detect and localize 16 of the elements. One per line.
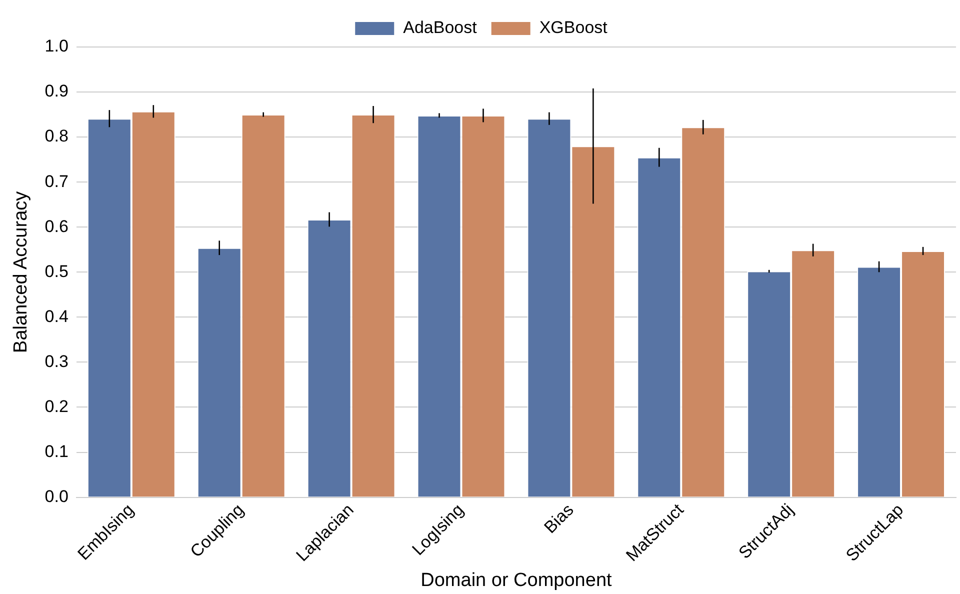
y-tick-label: 1.0 (44, 36, 68, 56)
x-axis-title: Domain or Component (420, 570, 613, 591)
y-tick-label: 0.4 (44, 306, 68, 326)
y-tick-label: 0.7 (44, 172, 68, 191)
x-tick-label: Bias (540, 500, 578, 538)
legend-label: XGBoost (539, 18, 608, 38)
y-tick-label: 0.8 (44, 126, 68, 146)
legend-label: AdaBoost (403, 18, 478, 38)
y-tick-label: 0.5 (44, 262, 68, 281)
y-tick-label: 0.6 (44, 216, 68, 236)
y-tick-label: 0.3 (44, 352, 68, 371)
y-tick-label: 0.1 (44, 442, 68, 461)
y-tick-label: 0.0 (44, 487, 68, 506)
y-tick-label: 0.2 (44, 396, 68, 416)
y-axis-title: Balanced Accuracy (10, 190, 32, 353)
y-tick-label: 0.9 (44, 82, 68, 101)
